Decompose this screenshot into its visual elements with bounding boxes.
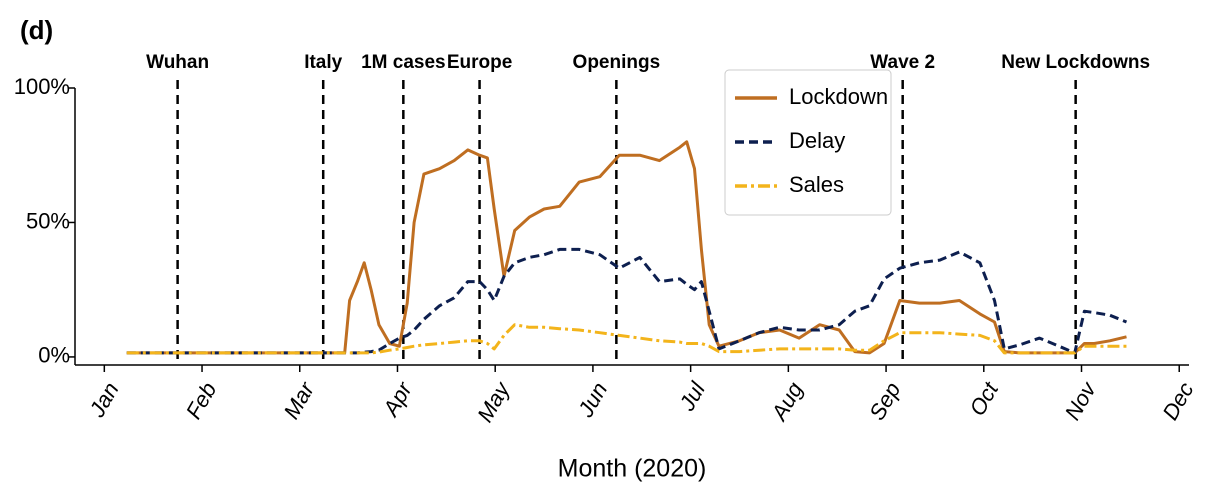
x-tick-label: May (472, 376, 515, 426)
event-label: Italy (304, 52, 342, 73)
x-tick-label: Sep (864, 378, 905, 424)
legend-label: Sales (789, 172, 844, 197)
event-label: Wave 2 (870, 52, 935, 73)
y-tick-label: 0% (38, 343, 70, 368)
panel-label: (d) (20, 15, 53, 45)
x-tick-label: Nov (1060, 376, 1102, 424)
series-line (126, 247, 1128, 355)
event-label: 1M cases (361, 52, 446, 73)
series-line (126, 323, 1127, 355)
x-tick-label: Aug (765, 377, 808, 426)
legend-label: Lockdown (789, 84, 888, 109)
x-tick-label: Oct (964, 377, 1003, 420)
series-line (126, 140, 1127, 355)
event-label: Openings (573, 52, 661, 73)
x-tick-label: Jan (84, 378, 124, 422)
x-tick-label: Apr (377, 376, 418, 421)
x-axis-label: Month (2020) (558, 455, 707, 483)
legend-box (724, 69, 892, 216)
event-label: New Lockdowns (1001, 52, 1150, 73)
event-label: Wuhan (146, 52, 209, 73)
x-tick-label: Jul (674, 377, 711, 416)
x-tick-label: Mar (279, 376, 320, 423)
x-tick-label: Jun (572, 378, 612, 422)
legend-label: Delay (789, 128, 845, 153)
y-tick-label: 100% (14, 74, 70, 99)
x-tick-label: Dec (1157, 378, 1198, 424)
event-label: Europe (447, 52, 512, 73)
x-tick-label: Feb (181, 378, 222, 423)
y-tick-label: 50% (26, 208, 70, 233)
